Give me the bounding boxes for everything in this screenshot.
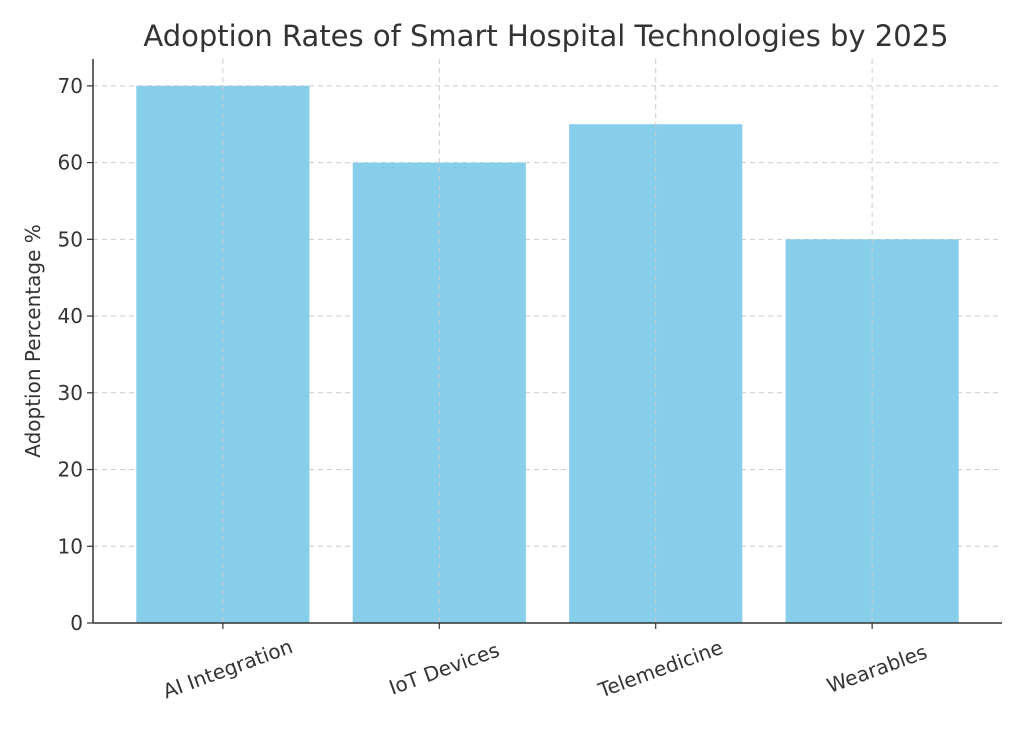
x-tick-label: Wearables <box>824 640 931 698</box>
y-tick-label: 20 <box>58 458 83 482</box>
y-tick-label: 30 <box>58 381 83 405</box>
y-tick-label: 70 <box>58 74 83 98</box>
y-tick-label: 0 <box>70 611 83 635</box>
y-axis-label: Adoption Percentage % <box>21 224 45 458</box>
x-ticks: AI Integration IoT Devices Telemedicine Wea… <box>160 623 931 703</box>
x-tick-label: AI Integration <box>160 634 296 703</box>
y-tick-label: 60 <box>58 151 83 175</box>
y-tick-label: 50 <box>58 227 83 251</box>
x-tick-label: IoT Devices <box>386 638 503 700</box>
y-tick-label: 10 <box>58 534 83 558</box>
bars <box>136 85 959 624</box>
bar <box>136 85 310 624</box>
y-tick-label: 40 <box>58 304 83 328</box>
x-tick-label: Telemedicine <box>594 635 726 703</box>
chart-title: Adoption Rates of Smart Hospital Technol… <box>143 19 948 53</box>
y-ticks: 0 10 20 30 40 50 60 70 <box>58 74 93 635</box>
vertical-gridlines <box>222 59 873 623</box>
